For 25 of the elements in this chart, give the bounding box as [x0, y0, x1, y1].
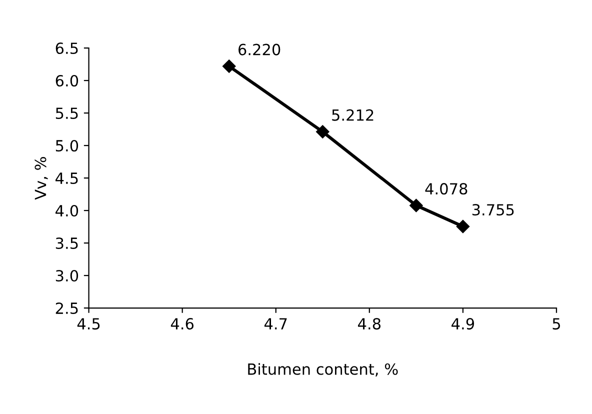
x-axis-title: Bitumen content, %: [248, 363, 398, 376]
y-tick-label: 6.0: [56, 74, 78, 87]
data-label: 5.212: [332, 109, 374, 121]
x-tick-label: 4.9: [452, 318, 474, 330]
y-tick-label: 2.5: [56, 302, 78, 314]
x-tick-label: 4.6: [170, 318, 194, 330]
x-tick-label: 4.8: [358, 318, 381, 330]
y-tick-label: 5.0: [56, 140, 78, 152]
x-tick-label: 5: [552, 318, 560, 330]
point: [316, 125, 330, 138]
y-tick-label: 4.0: [56, 204, 78, 217]
data-label: 6.220: [238, 44, 280, 56]
y-axis-title: Vv, %: [34, 157, 48, 200]
y-tick-label: 5.5: [56, 108, 78, 120]
x-tick-label: 4.5: [77, 318, 100, 330]
data-label: 3.755: [472, 204, 514, 216]
point: [222, 60, 236, 73]
x-tick-label: 4.7: [264, 318, 287, 330]
y-tick-label: 4.5: [56, 172, 78, 184]
y-tick-label: 6.5: [56, 42, 78, 54]
point: [410, 198, 423, 212]
y-tick-label: 3.0: [56, 270, 78, 282]
data-label: 4.078: [425, 183, 468, 195]
y-tick-label: 3.5: [56, 237, 78, 250]
point: [456, 220, 470, 234]
